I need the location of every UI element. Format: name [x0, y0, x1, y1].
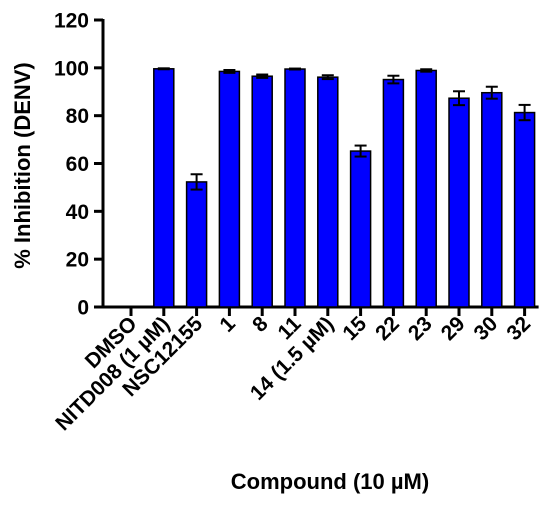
bar: [349, 150, 372, 308]
x-tick-label: 15: [338, 312, 371, 345]
error-bar: [518, 103, 531, 122]
error-bars: [157, 67, 531, 191]
bar: [481, 91, 503, 308]
x-axis-title: Compound (10 µM): [231, 469, 429, 494]
error-bar: [321, 74, 334, 81]
error-bar: [289, 67, 301, 71]
x-tick-label: 32: [502, 312, 535, 345]
x-tick-label: 8: [248, 312, 273, 337]
bar: [185, 181, 208, 308]
error-bar: [453, 90, 465, 107]
error-bar: [190, 173, 203, 191]
bar: [513, 111, 536, 308]
y-tick-label: 120: [54, 10, 89, 33]
error-bar: [223, 68, 236, 74]
x-tick-label: 1: [215, 312, 240, 337]
y-tick-label: 60: [66, 153, 89, 176]
x-tick-label: 23: [404, 312, 437, 345]
error-bar: [157, 67, 170, 71]
bar: [317, 76, 339, 308]
error-bar: [387, 74, 400, 85]
y-tick-label: 100: [54, 57, 89, 80]
bar: [251, 75, 273, 308]
bar: [415, 69, 437, 308]
y-tick-label: 20: [66, 249, 89, 272]
bar: [382, 78, 405, 308]
x-tick-label: 29: [437, 312, 470, 345]
bar: [284, 68, 306, 308]
error-bar: [485, 85, 498, 100]
x-tick-label: 22: [371, 312, 404, 345]
error-bar: [354, 144, 367, 158]
y-tick-label: 80: [66, 105, 89, 128]
y-axis-title: % Inhibition (DENV): [10, 62, 35, 269]
error-bar: [420, 68, 433, 73]
bar: [448, 97, 470, 308]
bar: [218, 70, 241, 308]
y-axis: 0 20 40 60 80 100 120: [54, 10, 105, 320]
bars: [153, 68, 536, 308]
error-bar: [256, 73, 269, 79]
y-tick-label: 40: [66, 201, 89, 224]
x-tick-label: 30: [470, 312, 503, 345]
bar: [153, 68, 175, 308]
y-tick-label: 0: [77, 297, 89, 320]
